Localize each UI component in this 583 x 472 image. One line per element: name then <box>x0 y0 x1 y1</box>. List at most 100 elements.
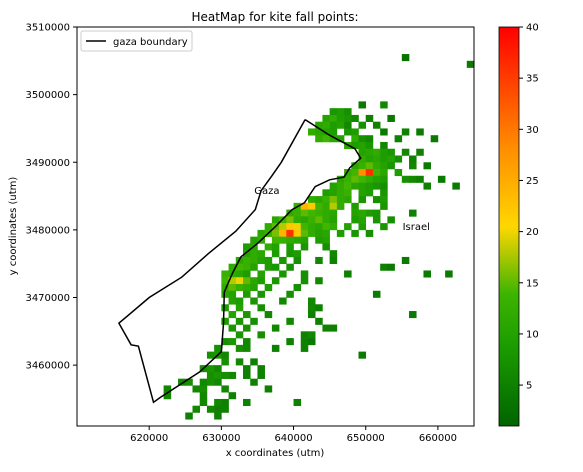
heatmap-cell <box>329 121 338 129</box>
heatmap-cell <box>307 297 316 305</box>
heatmap-cell <box>300 223 309 231</box>
heatmap-cell <box>358 148 367 156</box>
chart-title: HeatMap for kite fall points: <box>191 10 358 24</box>
heatmap-cell <box>257 256 265 264</box>
heatmap-cell <box>322 135 330 143</box>
heatmap-cell <box>250 297 258 305</box>
heatmap-cell <box>199 378 208 386</box>
heatmap-cell <box>286 338 294 346</box>
heatmap-cell <box>430 135 439 143</box>
heatmap-cell <box>250 277 258 285</box>
heatmap-cell <box>401 175 410 183</box>
y-tick-label: 3480000 <box>25 225 70 236</box>
heatmap-cell <box>300 236 309 244</box>
heatmap-cell <box>221 304 229 312</box>
heatmap-cell <box>401 148 410 156</box>
heatmap-cell <box>329 202 338 210</box>
heatmap-cell <box>365 182 374 190</box>
heatmap-cell <box>315 236 323 244</box>
heatmap-cell <box>380 196 388 204</box>
heatmap-cell <box>192 405 201 413</box>
heatmap-cell <box>221 338 229 346</box>
heatmap-cell <box>307 202 316 210</box>
heatmap-cell <box>329 256 338 264</box>
colorbar-tick-label: 25 <box>526 176 539 187</box>
heatmap-cell <box>315 317 323 325</box>
heatmap-cell <box>344 114 352 122</box>
heatmap-cell <box>235 297 244 305</box>
heatmap-cell <box>329 196 338 204</box>
heatmap-cell <box>257 290 265 298</box>
heatmap-cell <box>365 148 374 156</box>
heatmap-cell <box>185 412 193 420</box>
heatmap-cell <box>336 135 345 143</box>
heatmap-cell <box>315 229 323 237</box>
heatmap-cell <box>243 311 251 319</box>
colorbar-gradient <box>498 26 520 427</box>
heatmap-cell <box>380 263 388 271</box>
heatmap-cell <box>228 392 237 400</box>
heatmap-cell <box>300 243 309 251</box>
heatmap-cell <box>279 236 287 244</box>
heatmap-cell <box>214 398 222 407</box>
heatmap-cell <box>423 270 431 278</box>
heatmap-cell <box>358 182 367 190</box>
heatmap-cell <box>221 358 229 366</box>
heatmap-cell <box>315 216 323 224</box>
colorbar-tick-label: 35 <box>526 74 539 85</box>
heatmap-cell <box>250 250 258 258</box>
heatmap-cell <box>365 175 374 183</box>
heatmap-cell <box>322 216 330 224</box>
heatmap-cell <box>401 54 410 62</box>
colorbar: 5 10 15 20 25 30 35 40 <box>498 23 539 427</box>
y-axis-label: y coordinates (utm) <box>8 177 19 276</box>
heatmap-cell <box>307 209 316 217</box>
heatmap-cell <box>271 324 280 332</box>
heatmap-cell <box>387 155 395 163</box>
heatmap-cell <box>380 189 388 197</box>
heatmap-cell <box>264 223 273 231</box>
heatmap-cell <box>271 277 280 285</box>
heatmap-cell <box>257 331 265 339</box>
heatmap-cell <box>235 270 244 278</box>
heatmap-cell <box>192 385 201 393</box>
heatmap-cell <box>351 229 359 237</box>
heatmap-cell <box>380 169 388 177</box>
heatmap-cell <box>286 263 294 271</box>
heatmap-cell <box>358 189 367 197</box>
heatmap-cell <box>336 114 345 122</box>
heatmap-cell <box>387 114 395 122</box>
heatmap-cell <box>264 263 273 271</box>
heatmap-cell <box>293 209 302 217</box>
x-axis-ticks: 620000 630000 640000 650000 660000 <box>130 426 457 444</box>
heatmap-cell <box>206 405 215 413</box>
heatmap-cell <box>206 371 215 379</box>
heatmap-cell <box>221 270 229 278</box>
heatmap-cell <box>466 60 474 68</box>
x-axis-label: x coordinates (utm) <box>226 448 325 459</box>
heatmap-cell <box>358 101 367 109</box>
legend-entry-gaza-boundary: gaza boundary <box>113 37 188 48</box>
colorbar-tick-label: 30 <box>526 125 539 136</box>
heatmap-cell <box>401 128 410 136</box>
heatmap-cell <box>163 385 172 393</box>
heatmap-cell <box>409 162 417 170</box>
heatmap-cell <box>243 256 251 264</box>
gaza-boundary-line <box>117 118 362 404</box>
heatmap-cell <box>235 283 244 292</box>
y-tick-label: 3500000 <box>25 90 70 101</box>
heatmap-cell <box>315 121 323 129</box>
heatmap-cell <box>243 290 251 298</box>
heatmap-cell <box>228 338 237 346</box>
heatmap-cell <box>257 250 265 258</box>
heatmap-cell <box>163 392 172 400</box>
x-tick-label: 650000 <box>347 433 385 444</box>
heatmap-cell <box>221 385 229 393</box>
heatmap-cell <box>329 223 338 231</box>
heatmap-cell <box>315 209 323 217</box>
heatmap-cell <box>322 114 330 122</box>
heatmap-cell <box>322 324 330 332</box>
heatmap-cell <box>351 128 359 136</box>
heatmap-cell <box>372 216 381 224</box>
